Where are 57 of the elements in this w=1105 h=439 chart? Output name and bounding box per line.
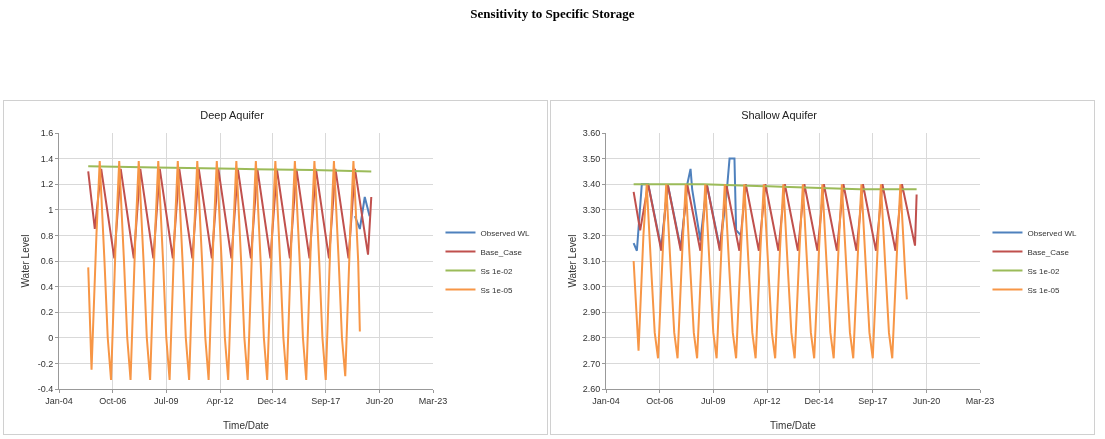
y-tick-label: 0.6 [40,256,54,267]
x-tick-label: Sep-17 [858,395,888,406]
chart-title: Deep Aquifer [200,108,265,121]
y-tick-label: 0 [48,332,54,343]
legend-label: Observed WL [480,228,530,238]
x-tick-label: Jul-09 [154,395,179,406]
x-tick-label: Apr-12 [753,395,781,406]
legend-label: Ss 1e-05 [480,285,514,295]
y-tick-label: 3.10 [582,256,601,267]
y-tick-label: 1.2 [40,179,54,190]
x-tick-label: Oct-06 [646,395,674,406]
x-tick-label: Jan-04 [45,395,73,406]
x-tick-label: Dec-14 [257,395,287,406]
line-series [632,183,908,360]
x-tick-label: Jun-20 [365,395,394,406]
legend-label: Base_Case [480,247,523,257]
x-tick-label: Mar-23 [965,395,995,406]
line-series [632,183,918,252]
x-tick-label: Oct-06 [99,395,127,406]
line-series [87,167,373,260]
y-tick-label: 3.60 [582,128,601,139]
x-tick-label: Jul-09 [701,395,726,406]
x-axis-title: Time/Date [223,420,270,431]
x-tick-label: Jan-04 [592,395,620,406]
text: Sensitivity to Specific Storage [469,6,636,22]
y-tick-label: 3.50 [582,153,601,164]
y-axis-title: Water Level [20,234,31,288]
y-tick-label: 0.4 [40,281,54,292]
y-tick-label: 0.2 [40,307,54,318]
y-tick-label: -0.2 [37,358,54,369]
y-tick-label: -0.4 [37,384,54,395]
x-tick-label: Sep-17 [311,395,341,406]
y-tick-label: 3.30 [582,204,601,215]
line-series [87,160,361,382]
x-tick-label: Jun-20 [912,395,941,406]
legend-label: Ss 1e-02 [480,266,514,276]
y-tick-label: 3.00 [582,281,601,292]
y-tick-label: 3.20 [582,230,601,241]
y-tick-label: 2.60 [582,384,601,395]
y-tick-label: 2.70 [582,358,601,369]
legend-label: Observed WL [1027,228,1077,238]
y-tick-label: 2.80 [582,332,601,343]
x-tick-label: Dec-14 [804,395,834,406]
legend-label: Ss 1e-05 [1027,285,1061,295]
y-tick-label: 1.6 [40,128,54,139]
y-tick-label: 2.90 [582,307,601,318]
x-tick-label: Apr-12 [206,395,234,406]
legend-label: Ss 1e-02 [1027,266,1061,276]
y-axis-title: Water Level [567,234,578,288]
x-tick-label: Mar-23 [418,395,448,406]
x-axis-title: Time/Date [770,420,817,431]
y-tick-label: 1.4 [40,153,54,164]
y-tick-label: 1 [48,204,54,215]
y-tick-label: 3.40 [582,179,601,190]
y-tick-label: 0.8 [40,230,54,241]
legend-label: Base_Case [1027,247,1070,257]
chart-title: Shallow Aquifer [741,108,818,121]
